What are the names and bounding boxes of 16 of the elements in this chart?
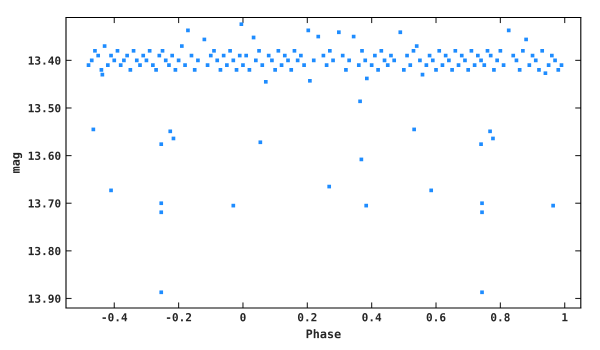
x-tick-label: 1 [562,313,568,322]
x-tick-label: -0.4 [102,313,128,322]
y-tick-label: 13.60 [28,152,60,160]
x-tick-label: 0.8 [490,313,510,322]
x-tick-label: 0.4 [362,313,382,322]
y-axis-title: mag [13,152,22,173]
y-tick-label: 13.70 [28,199,60,208]
y-tick-label: 13.80 [28,246,60,256]
y-tick-label: 13.40 [28,56,60,65]
x-tick-label: 0.2 [298,313,316,322]
x-tick-label: 0.6 [426,313,446,322]
x-tick-label: -0.2 [166,313,192,322]
x-axis-title: Phase [306,329,341,338]
y-tick-label: 13.90 [28,294,60,303]
x-tick-label: 0 [240,313,246,322]
y-tick-label: 13.50 [28,104,60,112]
